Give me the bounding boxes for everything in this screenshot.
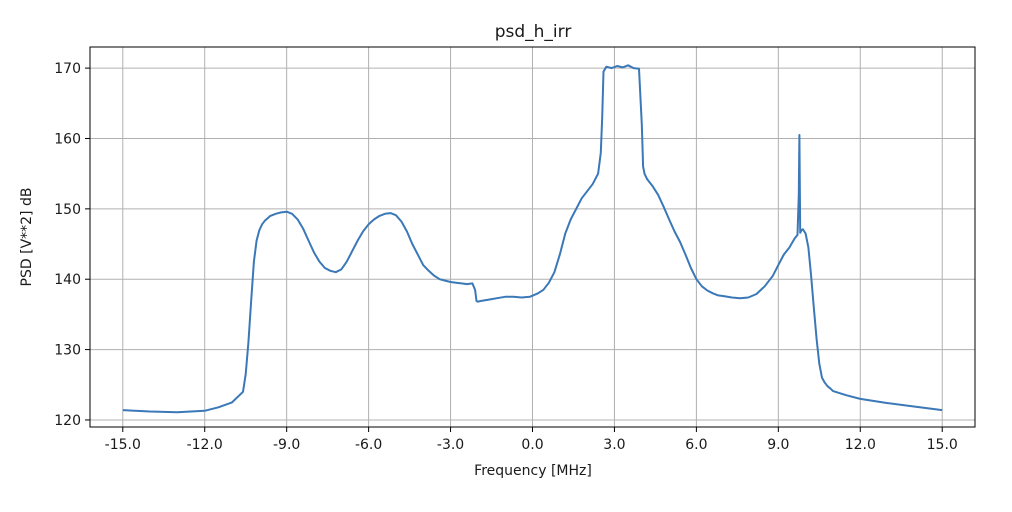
x-axis-label: Frequency [MHz] <box>474 463 592 479</box>
x-tick-label: 6.0 <box>685 437 707 453</box>
x-tick-label: 0.0 <box>521 437 543 453</box>
x-tick-label: -3.0 <box>437 437 464 453</box>
y-tick-label: 160 <box>54 131 81 147</box>
x-tick-label: -12.0 <box>187 437 223 453</box>
x-tick-label: 9.0 <box>767 437 789 453</box>
y-tick-label: 150 <box>54 202 81 218</box>
y-axis: 120 130 140 150 160 170 <box>54 61 90 429</box>
y-tick-label: 120 <box>54 413 81 429</box>
grid-lines <box>90 47 975 427</box>
y-tick-label: 170 <box>54 61 81 77</box>
y-tick-label: 140 <box>54 272 81 288</box>
x-tick-label: 3.0 <box>603 437 625 453</box>
x-axis: -15.0 -12.0 -9.0 -6.0 -3.0 0.0 3.0 6.0 9.0 12.0 15… <box>105 427 958 453</box>
x-tick-label: -9.0 <box>273 437 300 453</box>
y-axis-label: PSD [V**2] dB <box>19 188 35 287</box>
x-tick-label: -6.0 <box>355 437 382 453</box>
x-tick-label: -15.0 <box>105 437 141 453</box>
x-tick-label: 15.0 <box>927 437 958 453</box>
psd-series-line <box>122 64 943 414</box>
chart-title: psd_h_irr <box>495 22 572 42</box>
x-tick-label: 12.0 <box>845 437 876 453</box>
y-tick-label: 130 <box>54 343 81 359</box>
